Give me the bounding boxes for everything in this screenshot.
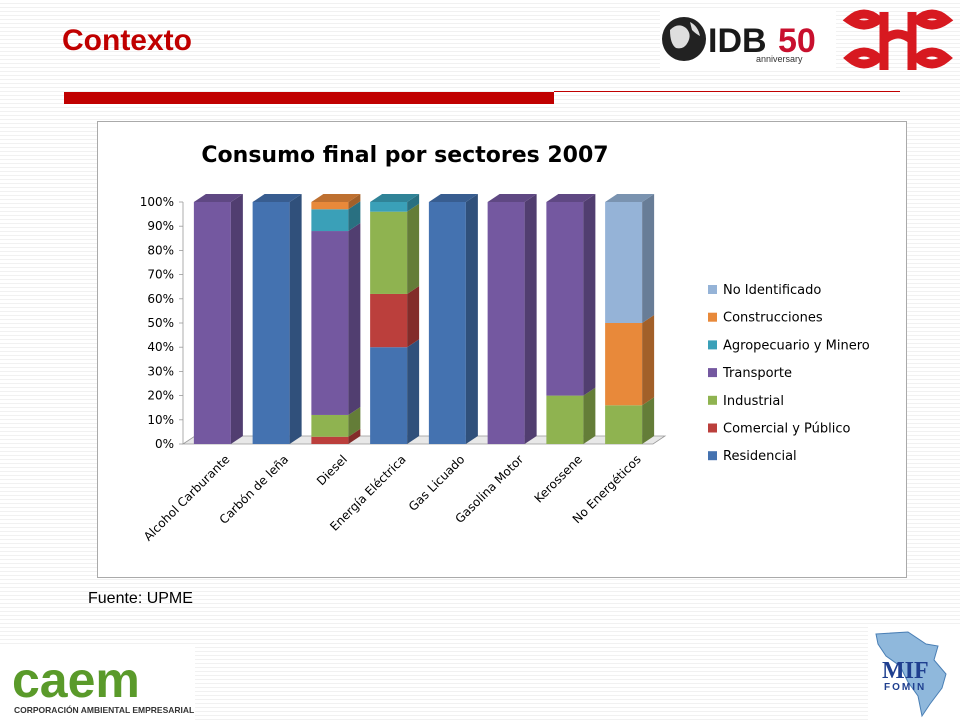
idb-logo-sub: anniversary	[756, 54, 803, 64]
bar-segment	[193, 194, 243, 444]
bar-segment	[605, 315, 655, 406]
bar-segment	[546, 387, 596, 444]
x-tick-label: Gas Licuado	[406, 452, 468, 514]
y-tick-label: 90%	[147, 219, 174, 233]
legend-item: Construcciones	[708, 311, 823, 326]
stacked-bar-chart: Consumo final por sectores 2007 0% 10% 20%…	[140, 143, 870, 544]
bar-segment	[370, 194, 420, 212]
title-underline-line	[554, 91, 900, 92]
legend-item: Agropecuario y Minero	[708, 338, 870, 353]
x-tick-label: Diesel	[314, 452, 350, 488]
bar-segment	[311, 194, 361, 210]
bar-segment	[370, 339, 420, 444]
legend-label: Industrial	[723, 394, 784, 409]
legend-swatch	[708, 451, 717, 461]
title-underline-bar	[64, 92, 554, 104]
legend-swatch	[708, 340, 717, 350]
bar-segment	[370, 285, 420, 348]
mif-logo-sub: FOMIN	[884, 682, 926, 693]
chart-title: Consumo final por sectores 2007	[201, 143, 608, 168]
bar-segment	[311, 406, 361, 437]
y-tick-label: 40%	[147, 340, 174, 354]
legend-swatch	[708, 423, 717, 433]
legend-item: Transporte	[708, 366, 792, 381]
page-title: Contexto	[62, 24, 192, 57]
caem-logo-sub: CORPORACIÓN AMBIENTAL EMPRESARIAL	[14, 704, 194, 715]
y-tick-label: 0%	[155, 437, 174, 451]
legend-label: Construcciones	[723, 311, 823, 326]
legend-label: Agropecuario y Minero	[723, 338, 870, 353]
legend-label: Residencial	[723, 449, 797, 464]
source-note: Fuente: UPME	[88, 590, 193, 607]
bar-segment	[605, 397, 655, 444]
latin-america-map-icon	[875, 631, 947, 718]
mif-logo: MIF FOMIN	[868, 626, 960, 720]
y-tick-label: 70%	[147, 268, 174, 282]
bar-segment	[428, 194, 478, 444]
y-tick-label: 10%	[147, 413, 174, 427]
legend-item: No Identificado	[708, 283, 821, 298]
legend-item: Industrial	[708, 394, 784, 409]
bar-segment	[487, 194, 537, 444]
bar-segment	[546, 194, 596, 396]
bar-segment	[311, 201, 361, 232]
bar-segment	[311, 223, 361, 415]
emblem-logo	[840, 6, 960, 76]
mif-logo-text: MIF	[882, 658, 929, 684]
idb-logo-number: 50	[778, 22, 816, 60]
bar-segment	[252, 194, 302, 444]
legend-label: Comercial y Público	[723, 422, 851, 437]
legend-item: Residencial	[708, 449, 797, 464]
legend-swatch	[708, 312, 717, 322]
legend-item: Comercial y Público	[708, 422, 851, 437]
bar-segment	[311, 428, 361, 444]
y-tick-label: 80%	[147, 243, 174, 257]
y-tick-label: 100%	[140, 195, 174, 209]
bar-segment	[370, 203, 420, 294]
idb-logo-text: IDB	[708, 22, 767, 60]
y-tick-label: 50%	[147, 316, 174, 330]
chart-frame: Consumo final por sectores 2007 0% 10% 20%…	[97, 121, 907, 578]
legend-swatch	[708, 395, 717, 405]
legend-label: No Identificado	[723, 283, 821, 298]
caem-logo: caem CORPORACIÓN AMBIENTAL EMPRESARIAL	[0, 645, 195, 720]
legend-swatch	[708, 285, 717, 294]
y-tick-label: 60%	[147, 292, 174, 306]
idb-logo: IDB 50 anniversary	[660, 8, 836, 70]
x-tick-label: Alcohol Carburante	[141, 452, 233, 544]
legend-label: Transporte	[722, 366, 792, 381]
y-tick-label: 30%	[147, 364, 174, 378]
x-tick-label: Kerossene	[532, 452, 585, 505]
bar-segment	[605, 194, 655, 323]
caem-logo-text: caem	[12, 652, 140, 708]
legend-swatch	[708, 368, 717, 378]
y-tick-label: 20%	[147, 389, 174, 403]
